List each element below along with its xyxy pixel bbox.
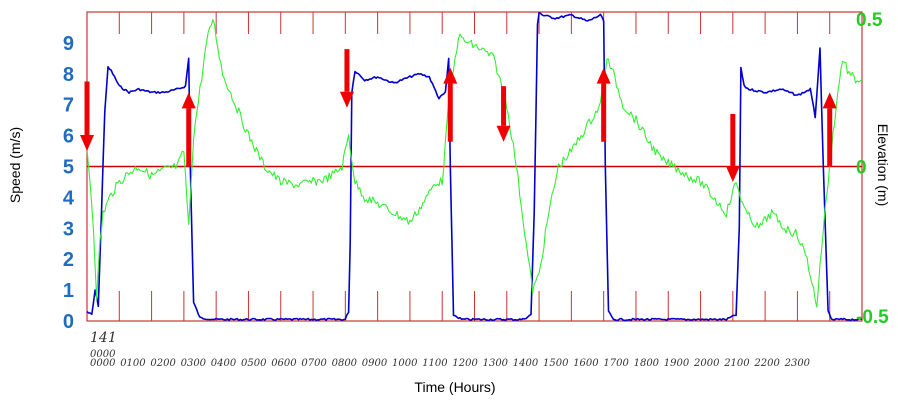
y-axis-left-title: Speed (m/s): [7, 127, 23, 203]
x-tick-label: 1700: [603, 358, 629, 369]
x-tick-label: 2100: [723, 358, 750, 369]
y-right-ticks: -0.5 0 0.5: [856, 10, 889, 328]
series-group: [86, 11, 863, 322]
x-tick-label: 0500: [241, 358, 267, 369]
x-tick-label: 2300: [784, 358, 811, 369]
x-tick-label: 1800: [634, 358, 660, 369]
arrow-down: [725, 113, 740, 182]
x-tick-label: 0100: [120, 358, 146, 369]
x-start-label-sub: 0000: [90, 349, 116, 360]
y-left-tick-label: 5: [63, 157, 74, 179]
x-tick-label: 0900: [362, 358, 388, 369]
x-tick-label: 1500: [543, 358, 569, 369]
arrow-head: [80, 135, 94, 152]
x-start-label: 141: [90, 330, 117, 346]
y-left-tick-label: 0: [63, 311, 74, 333]
y-left-tick-label: 3: [63, 218, 74, 240]
arrow-up: [181, 92, 196, 167]
x-tick-label: 0400: [211, 358, 237, 369]
arrow-down: [339, 49, 354, 108]
y-left-ticks: 0 1 2 3 4 5 6 7 8 9: [63, 33, 75, 333]
x-tick-label: 1100: [422, 358, 448, 369]
y-right-tick-label: 0: [856, 158, 867, 179]
arrow-head: [596, 67, 611, 84]
y-left-tick-label: 8: [63, 64, 74, 86]
x-tick-label: 1000: [392, 358, 418, 369]
arrow-up: [443, 67, 458, 142]
y-right-tick-label: 0.5: [856, 10, 883, 31]
x-axis-title: Time (Hours): [414, 379, 495, 395]
x-tick-label: 1200: [452, 358, 478, 369]
x-tick-label: 0000: [90, 358, 116, 369]
arrow-group: [80, 49, 837, 182]
y-axis-right-title: Elevation (m): [875, 124, 891, 206]
x-tick-label: 1400: [513, 358, 539, 369]
x-tick-label: 0200: [150, 358, 176, 369]
x-tick-label: 2200: [753, 358, 780, 369]
x-tick-label: 1900: [664, 358, 690, 369]
x-tick-label: 0800: [332, 358, 358, 369]
y-left-tick-label: 2: [63, 249, 74, 271]
x-tick-label: 0300: [181, 358, 207, 369]
arrow-down: [80, 81, 94, 152]
x-tick-label: 0700: [301, 358, 327, 369]
y-right-tick-label: -0.5: [856, 307, 889, 328]
x-tick-label: 1300: [483, 358, 509, 369]
y-left-tick-label: 4: [63, 187, 75, 209]
arrow-down: [496, 86, 511, 142]
x-tick-label: 2000: [693, 358, 720, 369]
y-left-tick-label: 6: [63, 126, 74, 148]
y-left-tick-label: 9: [63, 33, 74, 55]
y-left-tick-label: 1: [63, 280, 74, 302]
arrow-head: [181, 92, 196, 109]
y-left-tick-label: 7: [63, 95, 74, 117]
arrow-head: [339, 91, 354, 108]
arrow-head: [822, 92, 837, 109]
elevation-series-line: [86, 19, 863, 308]
x-tick-label: 0600: [271, 358, 297, 369]
arrow-head: [496, 125, 511, 142]
arrow-head: [443, 67, 458, 84]
arrow-head: [725, 165, 740, 182]
speed-series-line: [86, 11, 863, 322]
arrow-up: [822, 92, 837, 167]
x-tick-label: 1600: [573, 358, 599, 369]
arrow-up: [596, 67, 611, 142]
